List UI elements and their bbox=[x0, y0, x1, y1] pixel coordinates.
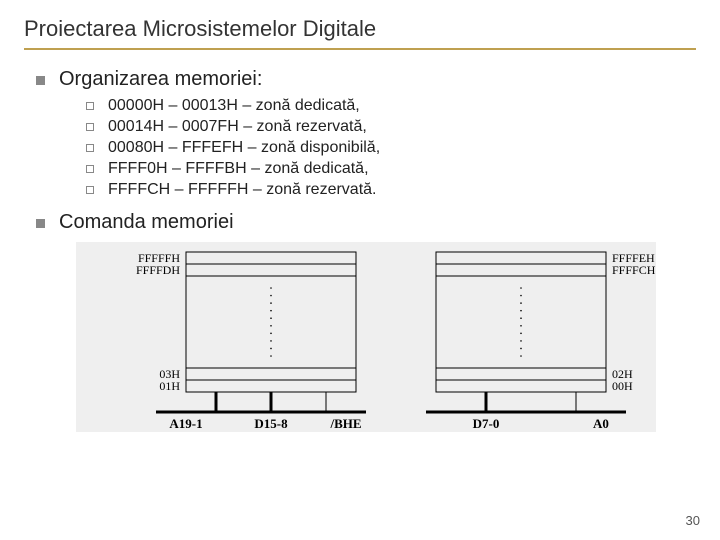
svg-text:D15-8: D15-8 bbox=[254, 416, 288, 431]
svg-text:00H: 00H bbox=[612, 379, 633, 393]
square-bullet-icon bbox=[36, 219, 45, 228]
bullet-memory-cmd: Comanda memoriei bbox=[36, 211, 696, 234]
slide-title: Proiectarea Microsistemelor Digitale bbox=[24, 16, 696, 50]
hollow-square-icon bbox=[86, 186, 94, 194]
svg-text:/BHE: /BHE bbox=[329, 416, 361, 431]
hollow-square-icon bbox=[86, 102, 94, 110]
hollow-square-icon bbox=[86, 144, 94, 152]
list-item: 00080H – FFFEFH – zonă disponibilă, bbox=[86, 139, 696, 157]
list-item: FFFF0H – FFFFBH – zonă dedicată, bbox=[86, 160, 696, 178]
svg-text:D7-0: D7-0 bbox=[473, 416, 500, 431]
mem-range-text: FFFFCH – FFFFFH – zonă rezervată. bbox=[108, 181, 376, 199]
list-item: 00014H – 0007FH – zonă rezervată, bbox=[86, 118, 696, 136]
list-item: FFFFCH – FFFFFH – zonă rezervată. bbox=[86, 181, 696, 199]
square-bullet-icon bbox=[36, 76, 45, 85]
bullet-memory-org: Organizarea memoriei: bbox=[36, 68, 696, 91]
heading-memory-cmd: Comanda memoriei bbox=[59, 211, 234, 234]
list-item: 00000H – 00013H – zonă dedicată, bbox=[86, 97, 696, 115]
mem-range-text: 00014H – 0007FH – zonă rezervată, bbox=[108, 118, 367, 136]
mem-range-text: 00080H – FFFEFH – zonă disponibilă, bbox=[108, 139, 380, 157]
mem-range-text: FFFF0H – FFFFBH – zonă dedicată, bbox=[108, 160, 369, 178]
hollow-square-icon bbox=[86, 165, 94, 173]
mem-range-text: 00000H – 00013H – zonă dedicată, bbox=[108, 97, 360, 115]
svg-text:FFFFDH: FFFFDH bbox=[136, 263, 180, 277]
svg-text:FFFFCH: FFFFCH bbox=[612, 263, 656, 277]
heading-memory-org: Organizarea memoriei: bbox=[59, 68, 262, 91]
hollow-square-icon bbox=[86, 123, 94, 131]
svg-text:A19-1: A19-1 bbox=[169, 416, 202, 431]
svg-text:A0: A0 bbox=[593, 416, 609, 431]
memory-diagram: FFFFFHFFFFDH03H01HFFFFEHFFFFCH02H00HA19-… bbox=[76, 242, 656, 437]
memory-ranges-list: 00000H – 00013H – zonă dedicată, 00014H … bbox=[86, 97, 696, 199]
page-number: 30 bbox=[686, 513, 700, 528]
svg-text:01H: 01H bbox=[159, 379, 180, 393]
